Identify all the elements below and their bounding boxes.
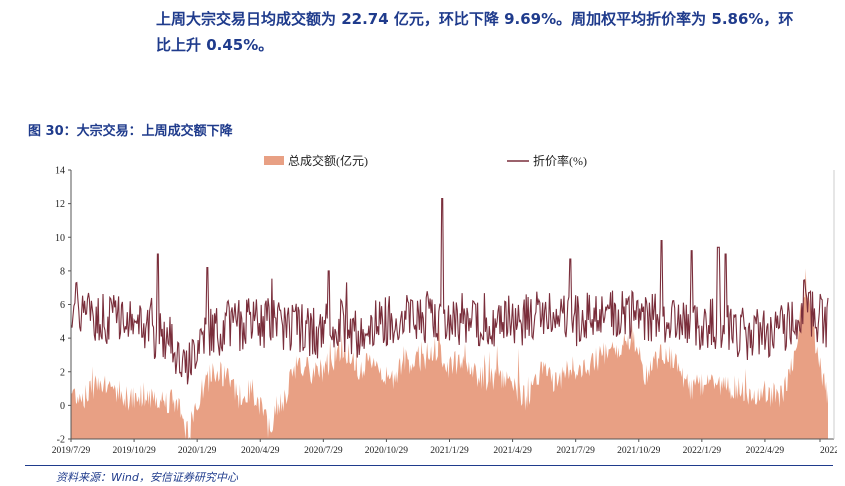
x-tick-label: 2022/4/29 bbox=[746, 446, 785, 456]
x-tick-label: 2019/7/29 bbox=[52, 446, 91, 456]
x-tick-label: 2020/4/29 bbox=[241, 446, 280, 456]
source-rule bbox=[25, 465, 833, 466]
legend-swatch-volume bbox=[264, 156, 284, 165]
y-tick-label: 6 bbox=[60, 300, 65, 311]
x-tick-label: 2021/7/29 bbox=[556, 446, 595, 456]
axes: -2 0 2 4 6 8 10 12 14 2019/7/29 2019/10/29 2020/1/2… bbox=[52, 166, 842, 457]
x-tick-label: 2021/10/29 bbox=[617, 446, 661, 456]
y-tick-label: -2 bbox=[57, 435, 65, 446]
x-tick-label: 2019/10/29 bbox=[112, 446, 156, 456]
x-tick-label: 2021/4/29 bbox=[493, 446, 532, 456]
discount-line bbox=[70, 198, 829, 385]
legend-label-discount: 折价率(%) bbox=[533, 153, 587, 168]
volume-discount-chart: 总成交额(亿元) 折价率(%) -2 0 2 4 6 8 10 12 14 2019/7/29 20… bbox=[52, 153, 842, 457]
y-tick-label: 10 bbox=[55, 233, 65, 244]
x-tick-label: 2020/1/29 bbox=[178, 446, 217, 456]
x-tick-label: 2020/10/29 bbox=[365, 446, 409, 456]
summary-line-1: 上周大宗交易日均成交额为 22.74 亿元，环比下降 9.69%。周加权平均折价… bbox=[156, 10, 794, 28]
summary-paragraph: 上周大宗交易日均成交额为 22.74 亿元，环比下降 9.69%。周加权平均折价… bbox=[156, 6, 836, 58]
x-tick-label: 2022/ bbox=[820, 446, 837, 456]
chart-frame: 总成交额(亿元) 折价率(%) -2 0 2 4 6 8 10 12 14 2019/7/29 20… bbox=[25, 142, 842, 462]
x-tick-label: 2020/7/29 bbox=[304, 446, 343, 456]
legend: 总成交额(亿元) 折价率(%) bbox=[264, 153, 587, 168]
y-tick-label: 12 bbox=[55, 199, 65, 210]
legend-label-volume: 总成交额(亿元) bbox=[288, 153, 368, 168]
y-tick-label: 14 bbox=[55, 166, 65, 177]
volume-area bbox=[71, 268, 828, 439]
y-tick-label: 4 bbox=[60, 334, 65, 345]
x-tick-label: 2021/1/29 bbox=[430, 446, 469, 456]
y-tick-label: 0 bbox=[60, 401, 65, 412]
source-note: 资料来源：Wind，安信证券研究中心 bbox=[56, 471, 238, 484]
summary-line-2: 比上升 0.45%。 bbox=[156, 36, 274, 54]
figure-title: 图 30：大宗交易：上周成交额下降 bbox=[28, 124, 233, 139]
y-tick-label: 8 bbox=[60, 266, 65, 277]
x-tick-label: 2022/1/29 bbox=[683, 446, 722, 456]
y-tick-label: 2 bbox=[60, 367, 65, 378]
